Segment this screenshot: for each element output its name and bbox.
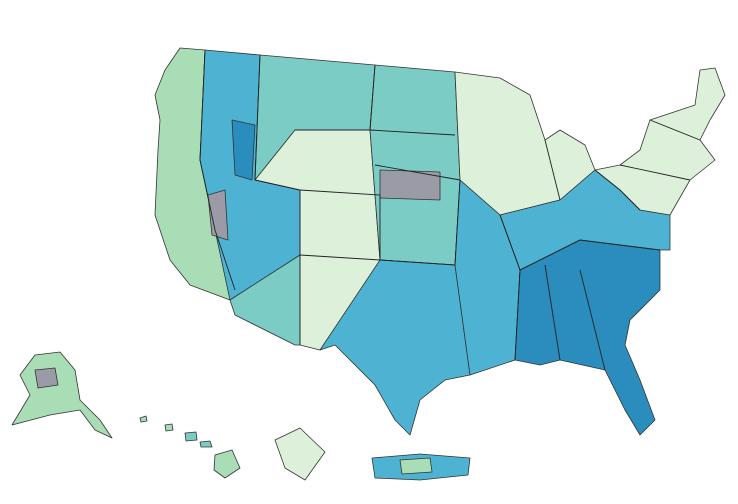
puerto-rico-patch	[399, 457, 433, 475]
state-border	[369, 129, 456, 136]
gray-patch	[379, 169, 441, 201]
alaska	[11, 351, 113, 439]
hawaii	[164, 423, 174, 432]
state-border	[649, 119, 701, 141]
southeast	[514, 239, 661, 436]
regions	[11, 47, 726, 481]
state-border	[374, 164, 461, 181]
state-border	[519, 239, 661, 271]
state-border	[379, 179, 461, 266]
northeast	[594, 67, 726, 216]
hawaii	[184, 431, 198, 442]
hawaii	[199, 440, 213, 448]
southwest	[229, 254, 301, 346]
state-border	[619, 164, 691, 181]
state-border	[254, 54, 301, 345]
hawaii	[213, 449, 241, 479]
state-border	[299, 189, 381, 261]
great-plains	[369, 64, 461, 266]
dc-inset	[274, 427, 326, 481]
state-border	[199, 49, 236, 291]
gray-patch	[207, 189, 229, 241]
dark-patch	[231, 119, 256, 181]
state-border	[544, 139, 561, 201]
state-border	[594, 169, 641, 211]
state-borders	[199, 49, 701, 371]
state-border	[579, 269, 606, 371]
hawaii	[139, 415, 148, 423]
alaska-patch	[34, 367, 59, 389]
state-border	[544, 264, 561, 361]
